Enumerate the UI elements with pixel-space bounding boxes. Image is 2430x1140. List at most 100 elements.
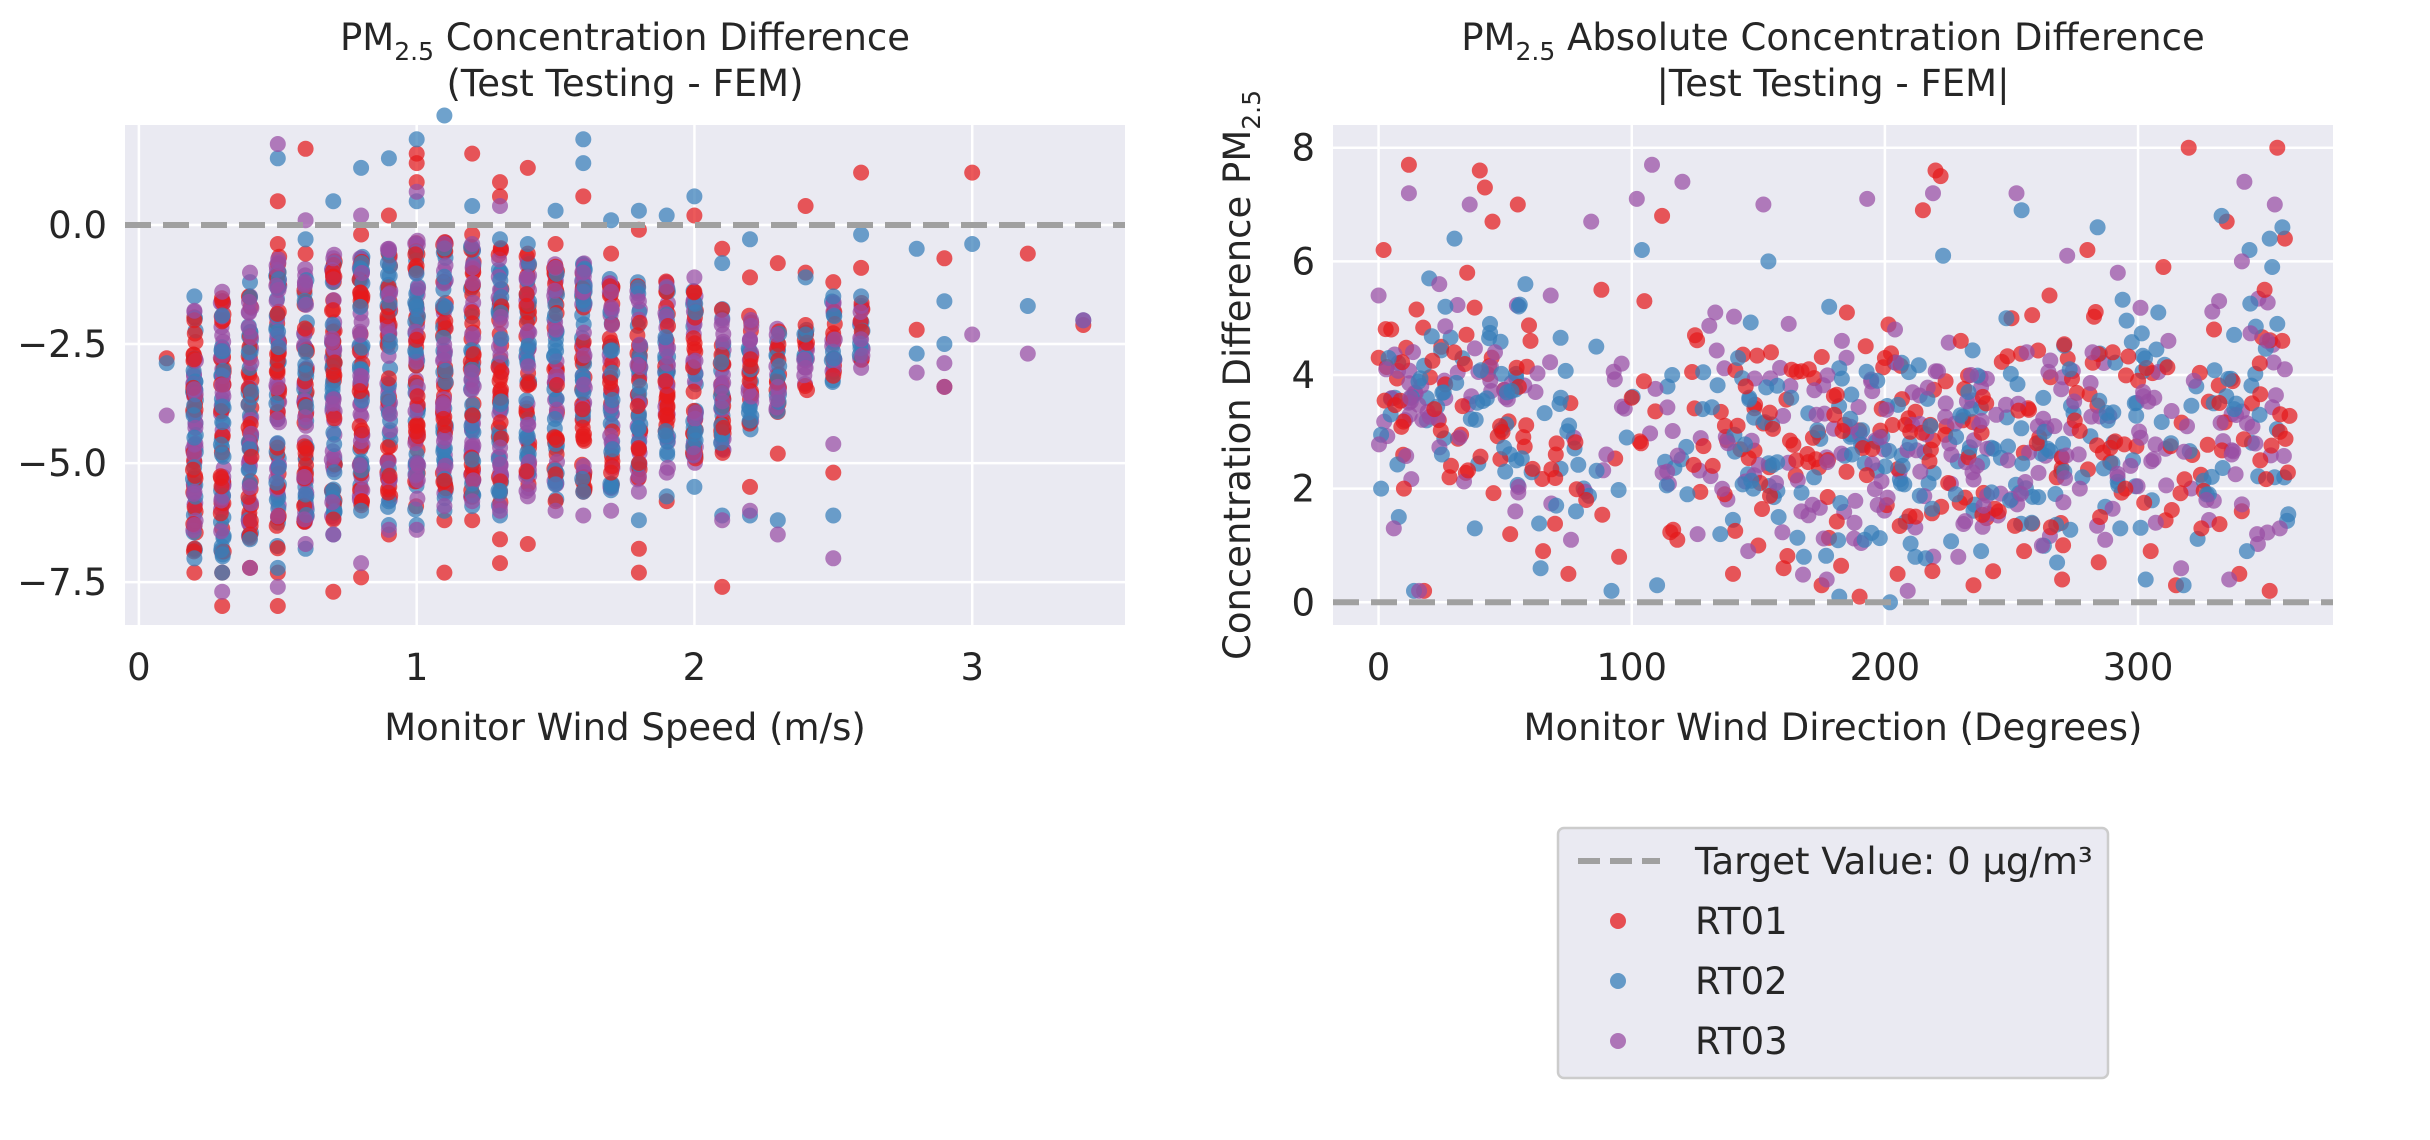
wind-direction-point-rt01	[2263, 437, 2280, 454]
wind-speed-point-rt03	[435, 395, 452, 412]
wind-direction-point-rt01	[1383, 321, 1400, 338]
wind-speed-point-rt03	[351, 457, 368, 474]
wind-speed-point-rt01	[379, 308, 396, 325]
wind-speed-point-rt03	[825, 436, 842, 452]
wind-direction-point-rt01	[1459, 264, 1476, 281]
wind-direction-point-rt01	[1764, 420, 1781, 437]
wind-speed-point-rt01	[185, 461, 201, 478]
wind-direction-point-rt03	[2176, 443, 2193, 460]
wind-direction-point-rt02	[1679, 486, 1696, 503]
wind-direction-point-rt03	[2059, 247, 2076, 264]
wind-direction-point-rt01	[2016, 543, 2033, 560]
wind-direction-point-rt03	[2158, 477, 2175, 494]
wind-direction-point-rt01	[1965, 577, 1982, 594]
wind-direction-point-rt03	[1431, 276, 1448, 293]
wind-speed-point-rt02	[518, 429, 535, 446]
wind-direction-point-rt02	[2206, 362, 2223, 379]
wind-speed-point-rt02	[408, 131, 425, 148]
wind-direction-point-rt01	[2006, 517, 2023, 534]
wind-speed-point-rt03	[408, 521, 425, 538]
wind-direction-point-rt02	[1910, 357, 1927, 374]
wind-direction-point-rt02	[1568, 503, 1584, 520]
wind-direction-point-rt01	[1754, 501, 1770, 517]
wind-direction-point-rt02	[1446, 230, 1463, 247]
wind-speed-point-rt03	[768, 326, 785, 343]
legend-entry-rt02: RT02	[1610, 960, 1788, 1003]
wind-speed-point-rt03	[214, 377, 231, 394]
wind-speed-point-rt02	[658, 207, 675, 224]
wind-direction-point-rt03	[1411, 582, 1428, 599]
wind-direction-point-rt01	[1492, 418, 1509, 435]
wind-direction-point-rt03	[1510, 484, 1527, 501]
wind-speed-point-rt01	[325, 511, 342, 528]
wind-direction-x-ticks: 0 100 200 300	[1367, 646, 2174, 689]
wind-speed-point-rt01	[714, 240, 731, 257]
wind-speed-point-rt01	[936, 250, 953, 267]
wind-speed-point-rt03	[520, 416, 537, 433]
wind-speed-point-rt01	[326, 367, 343, 384]
wind-direction-point-rt01	[1952, 332, 1969, 349]
wind-direction-point-rt03	[2211, 293, 2228, 310]
wind-speed-point-rt01	[214, 598, 231, 614]
wind-speed-point-rt01	[519, 536, 536, 552]
wind-speed-point-rt03	[436, 336, 453, 353]
wind-direction-point-rt03	[2104, 500, 2121, 517]
wind-speed-point-rt02	[379, 498, 396, 515]
wind-direction-point-rt01	[1484, 213, 1501, 230]
wind-speed-x-ticks: 0 1 2 3	[127, 646, 984, 689]
wind-direction-point-rt03	[2221, 571, 2238, 588]
wind-speed-point-rt01	[825, 367, 842, 384]
wind-speed-point-rt01	[353, 422, 370, 439]
wind-speed-point-rt02	[908, 240, 925, 257]
wind-direction-point-rt01	[1788, 452, 1805, 469]
wind-direction-point-rt02	[1843, 386, 1860, 403]
wind-direction-point-rt03	[1806, 382, 1823, 399]
wind-speed-point-rt03	[241, 479, 258, 496]
wind-direction-point-rt02	[1712, 526, 1729, 543]
wind-direction-point-rt01	[1889, 565, 1906, 582]
wind-direction-point-rt03	[1542, 354, 1559, 371]
wind-speed-point-rt01	[380, 439, 396, 456]
wind-direction-point-rt03	[2249, 526, 2266, 543]
wind-speed-point-rt03	[659, 355, 676, 372]
wind-direction-point-rt03	[2129, 478, 2146, 495]
wind-direction-point-rt03	[1644, 156, 1660, 173]
wind-direction-point-rt03	[2053, 381, 2070, 398]
wind-direction-point-rt03	[2179, 418, 2195, 435]
wind-speed-point-rt01	[547, 236, 564, 252]
wind-direction-point-rt03	[2267, 387, 2284, 404]
wind-speed-point-rt02	[714, 255, 731, 272]
wind-speed-point-rt01	[296, 320, 313, 337]
wind-direction-point-rt03	[1755, 196, 1772, 213]
wind-speed-point-rt02	[547, 337, 564, 354]
wind-speed-point-rt02	[435, 297, 451, 314]
wind-direction-point-rt03	[1878, 401, 1895, 418]
wind-direction-point-rt01	[2251, 355, 2268, 372]
wind-direction-point-rt01	[1940, 475, 1957, 491]
wind-speed-point-rt01	[602, 374, 619, 391]
wind-speed-point-rt02	[408, 265, 425, 282]
wind-speed-point-rt01	[464, 304, 481, 321]
wind-speed-point-rt03	[852, 304, 869, 320]
legend-entry-rt01: RT01	[1610, 900, 1788, 943]
wind-direction-point-rt03	[1925, 185, 1941, 202]
legend-label-rt03: RT03	[1695, 1020, 1788, 1063]
wind-direction-point-rt03	[2212, 414, 2229, 431]
wind-direction-point-rt02	[1832, 495, 1849, 511]
wind-direction-point-rt01	[1685, 456, 1702, 473]
wind-speed-point-rt01	[409, 388, 426, 405]
wind-speed-point-rt03	[436, 236, 453, 252]
wind-speed-point-rt03	[742, 502, 758, 519]
wind-direction-point-rt03	[2071, 480, 2088, 497]
wind-speed-point-rt02	[519, 236, 536, 252]
wind-speed-point-rt02	[604, 441, 621, 458]
wind-speed-point-rt02	[381, 333, 398, 350]
legend-entry-target: Target Value: 0 μg/m³	[1578, 840, 2093, 883]
wind-speed-scatter-chart: 0 1 2 3 0.0 −2.5 −5.0 −7.5 PM2.5 Concentration…	[17, 16, 1125, 749]
wind-speed-point-rt03	[464, 493, 481, 510]
wind-direction-point-rt03	[1707, 304, 1724, 321]
wind-direction-point-rt03	[2233, 253, 2250, 270]
wind-speed-point-rt01	[465, 346, 482, 363]
wind-speed-point-rt02	[632, 378, 648, 395]
wind-direction-point-rt03	[2135, 384, 2152, 400]
